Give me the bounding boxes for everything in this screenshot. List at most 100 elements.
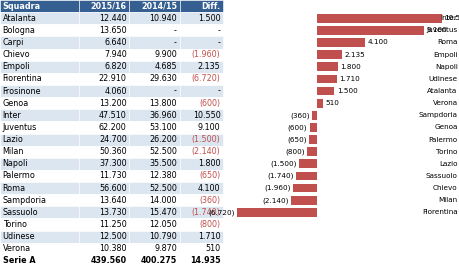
Bar (129, 85, 179, 97)
Bar (129, 97, 179, 109)
Bar (0, 0, 79, 12)
Bar (179, 255, 223, 267)
Text: 1.500: 1.500 (336, 88, 357, 94)
Text: (1.500): (1.500) (269, 160, 296, 167)
Text: Sassuolo: Sassuolo (3, 208, 38, 217)
Text: (600): (600) (287, 124, 307, 131)
Text: Squadra: Squadra (3, 2, 41, 11)
Text: 13.640: 13.640 (99, 196, 126, 205)
Bar (179, 134, 223, 146)
Bar (316, 62, 337, 71)
Text: 1.800: 1.800 (340, 64, 360, 70)
Text: Palermo: Palermo (3, 171, 35, 180)
Bar (129, 61, 179, 73)
Text: 1.500: 1.500 (197, 14, 220, 23)
Text: 52.500: 52.500 (149, 184, 177, 193)
Text: 13.800: 13.800 (149, 99, 177, 108)
Text: 1.800: 1.800 (197, 159, 220, 168)
Bar (79, 231, 129, 243)
Bar (0, 61, 79, 73)
Text: 62.200: 62.200 (99, 123, 126, 132)
Bar (307, 147, 316, 156)
Text: Frosinone: Frosinone (3, 87, 41, 96)
Bar (0, 12, 79, 24)
Bar (316, 99, 322, 108)
Text: (6.720): (6.720) (191, 74, 220, 83)
Bar (129, 0, 179, 12)
Text: 15.470: 15.470 (149, 208, 177, 217)
Bar (79, 146, 129, 158)
Text: Diff.: Diff. (201, 2, 220, 11)
Text: 2015/16: 2015/16 (90, 2, 126, 11)
Bar (179, 231, 223, 243)
Bar (179, 97, 223, 109)
Bar (316, 74, 336, 83)
Bar (79, 97, 129, 109)
Bar (179, 73, 223, 85)
Text: (800): (800) (285, 148, 304, 155)
Bar (129, 12, 179, 24)
Bar (179, 12, 223, 24)
Bar (0, 146, 79, 158)
Text: 11.730: 11.730 (99, 171, 126, 180)
Bar (179, 243, 223, 255)
Bar (79, 85, 129, 97)
Text: -: - (174, 87, 177, 96)
Bar (316, 14, 441, 23)
Bar (129, 121, 179, 134)
Text: 10.550: 10.550 (192, 111, 220, 120)
Bar (179, 0, 223, 12)
Bar (179, 182, 223, 194)
Text: Juventus: Juventus (3, 123, 37, 132)
Bar (79, 24, 129, 36)
Text: 9.100: 9.100 (197, 123, 220, 132)
Bar (0, 24, 79, 36)
Bar (129, 146, 179, 158)
Text: 510: 510 (205, 244, 220, 253)
Bar (0, 206, 79, 218)
Text: Carpi: Carpi (3, 38, 24, 47)
Bar (179, 194, 223, 206)
Text: 4.060: 4.060 (104, 87, 126, 96)
Text: Lazio: Lazio (438, 161, 457, 167)
Bar (79, 109, 129, 121)
Text: 400.275: 400.275 (140, 256, 177, 265)
Text: (360): (360) (290, 112, 309, 119)
Text: (650): (650) (199, 171, 220, 180)
Text: Napoli: Napoli (434, 64, 457, 70)
Text: 9.900: 9.900 (154, 50, 177, 59)
Text: 1.710: 1.710 (339, 76, 359, 82)
Text: Genoa: Genoa (3, 99, 29, 108)
Bar (179, 36, 223, 49)
Bar (129, 134, 179, 146)
Bar (179, 85, 223, 97)
Text: 1.710: 1.710 (197, 232, 220, 241)
Bar (179, 218, 223, 231)
Text: Milan: Milan (3, 147, 24, 156)
Text: Chievo: Chievo (432, 185, 457, 191)
Text: (2.140): (2.140) (191, 147, 220, 156)
Text: 36.960: 36.960 (149, 111, 177, 120)
Bar (179, 121, 223, 134)
Text: 4.685: 4.685 (154, 62, 177, 71)
Text: 2.135: 2.135 (344, 52, 364, 58)
Bar (0, 182, 79, 194)
Bar (129, 231, 179, 243)
Text: 13.200: 13.200 (99, 99, 126, 108)
Text: -: - (217, 87, 220, 96)
Text: Empoli: Empoli (432, 52, 457, 58)
Bar (316, 38, 364, 47)
Bar (79, 49, 129, 61)
Bar (0, 109, 79, 121)
Bar (316, 50, 341, 59)
Bar (0, 194, 79, 206)
Bar (0, 255, 79, 267)
Text: Bologna: Bologna (3, 26, 35, 35)
Bar (179, 158, 223, 170)
Text: -: - (174, 38, 177, 47)
Text: Empoli: Empoli (3, 62, 30, 71)
Text: 22.910: 22.910 (99, 74, 126, 83)
Text: Verona: Verona (431, 100, 457, 106)
Text: Sassuolo: Sassuolo (425, 173, 457, 179)
Text: 12.440: 12.440 (99, 14, 126, 23)
